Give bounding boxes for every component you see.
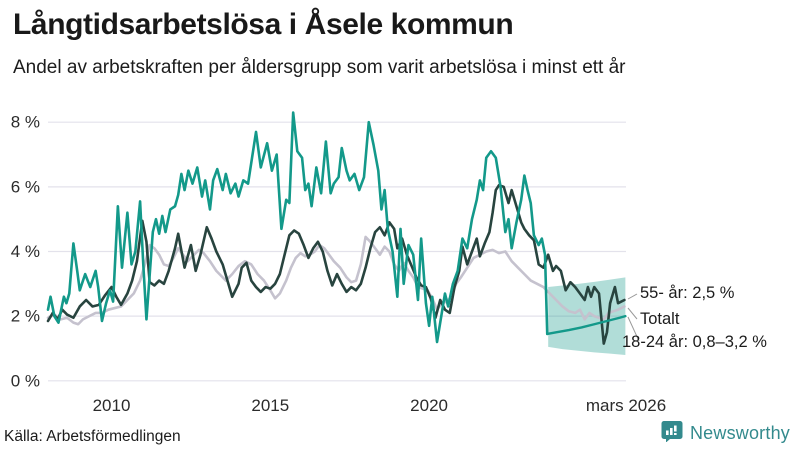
y-axis-tick-label: 4 % bbox=[11, 242, 40, 261]
source-attribution: Källa: Arbetsförmedlingen bbox=[4, 428, 181, 445]
y-axis-tick-label: 8 % bbox=[11, 113, 40, 132]
series-end-label: 18-24 år: 0,8–3,2 % bbox=[622, 333, 767, 351]
newsworthy-brand: Newsworthy bbox=[661, 420, 790, 447]
series-end-label: Totalt bbox=[640, 310, 680, 328]
x-axis-tick-label: 2020 bbox=[410, 396, 448, 415]
x-axis-tick-label: 2010 bbox=[93, 396, 131, 415]
chart-subtitle: Andel av arbetskraften per åldersgrupp s… bbox=[13, 57, 626, 78]
series-line-18-24-år bbox=[46, 111, 549, 344]
newsworthy-wordmark: Newsworthy bbox=[689, 423, 790, 443]
x-axis-tick-label: 2015 bbox=[251, 396, 289, 415]
y-axis-tick-label: 0 % bbox=[11, 371, 40, 390]
annotation-connector bbox=[627, 307, 638, 320]
series-end-label: 55- år: 2,5 % bbox=[640, 284, 735, 302]
series-line-55--år bbox=[46, 183, 626, 345]
newsworthy-logo-icon bbox=[661, 420, 683, 447]
annotation-connector bbox=[627, 316, 640, 342]
y-axis-tick-label: 6 % bbox=[11, 177, 40, 196]
annotation-connector bbox=[627, 293, 638, 300]
series-line-18-24-år-prognos bbox=[546, 314, 627, 336]
y-axis-tick-label: 2 % bbox=[11, 307, 40, 326]
page-title: Långtidsarbetslösa i Åsele kommun bbox=[13, 8, 514, 41]
x-axis-tick-label: mars 2026 bbox=[586, 396, 666, 415]
